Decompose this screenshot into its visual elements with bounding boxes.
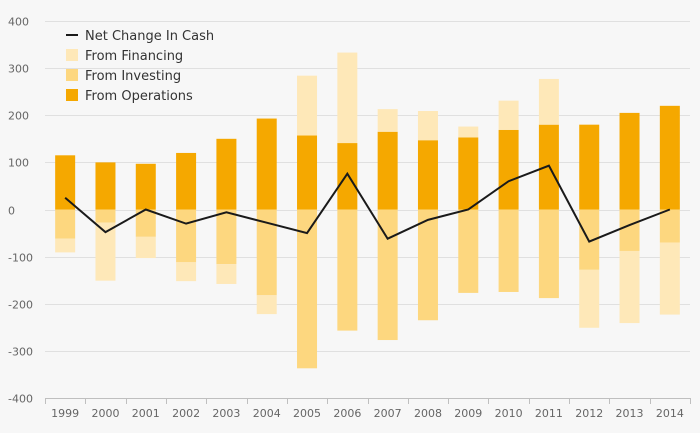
legend-swatch-from-investing (66, 69, 78, 81)
net-change-line (64, 164, 671, 243)
bar-from-operations-2000 (95, 162, 116, 210)
bar-from-financing-2008 (417, 111, 438, 141)
bar-from-operations-2001 (135, 163, 156, 210)
bar-from-financing-2002 (176, 262, 197, 282)
bar-from-financing-2000 (95, 222, 116, 281)
bar-from-operations-2007 (377, 131, 398, 210)
x-tick-label-2010: 2010 (495, 407, 523, 420)
bar-from-operations-1999 (55, 155, 76, 210)
x-tick-label-2014: 2014 (656, 407, 684, 420)
bar-from-operations-2012 (579, 124, 600, 210)
x-tick-label-2013: 2013 (616, 407, 644, 420)
y-tick-label: 200 (8, 110, 29, 123)
bar-from-investing-2007 (377, 209, 398, 341)
x-tick-label-1999: 1999 (51, 407, 79, 420)
bar-from-financing-2001 (135, 236, 156, 259)
y-tick-label: -100 (8, 252, 33, 265)
x-tick-label-2006: 2006 (333, 407, 361, 420)
net-change-line-layer (64, 164, 671, 243)
x-tick-label-2007: 2007 (374, 407, 402, 420)
bar-from-operations-2005 (297, 135, 318, 210)
bar-from-investing-2000 (95, 209, 116, 223)
bar-from-financing-2006 (337, 52, 358, 144)
bar-from-investing-2011 (538, 209, 559, 299)
x-tick-label-2009: 2009 (454, 407, 482, 420)
bar-from-investing-2005 (297, 209, 318, 369)
y-tick-label: -300 (8, 346, 33, 359)
y-tick-label: 300 (8, 63, 29, 76)
bar-from-investing-2004 (256, 209, 277, 296)
bar-from-investing-2014 (659, 209, 680, 243)
bar-from-financing-2014 (659, 242, 680, 315)
axes: -400 -300 -200 -100 0 100 200 300 400 1999 2000 200… (8, 16, 691, 420)
x-tick-label-2000: 2000 (91, 407, 119, 420)
legend-swatch-from-operations (66, 89, 78, 101)
bar-from-financing-1999 (55, 238, 76, 253)
y-tick-label: 400 (8, 16, 29, 29)
bar-from-investing-2002 (176, 209, 197, 263)
bar-from-operations-2002 (176, 152, 197, 210)
x-tick-label-2003: 2003 (212, 407, 240, 420)
x-tick-label-2011: 2011 (535, 407, 563, 420)
bar-from-financing-2007 (377, 109, 398, 132)
x-tick-label-2008: 2008 (414, 407, 442, 420)
x-tick-label-2005: 2005 (293, 407, 321, 420)
bar-from-investing-2003 (216, 209, 237, 265)
legend-label: From Investing (85, 69, 181, 84)
bar-from-financing-2003 (216, 264, 237, 284)
y-tick-label: -400 (8, 393, 33, 406)
legend: Net Change In Cash From Financing From Inv… (66, 29, 214, 104)
y-tick-label: 0 (8, 205, 15, 218)
bar-from-financing-2004 (256, 295, 277, 315)
bar-from-investing-2009 (458, 209, 479, 293)
bar-from-operations-2010 (498, 129, 519, 210)
legend-label: From Financing (85, 49, 183, 64)
bar-from-operations-2009 (458, 137, 479, 210)
bar-from-operations-2004 (256, 118, 277, 210)
legend-label: Net Change In Cash (85, 29, 214, 44)
x-tick-label-2002: 2002 (172, 407, 200, 420)
x-tick-label-2004: 2004 (253, 407, 281, 420)
legend-label: From Operations (85, 89, 193, 104)
x-tick-label-2012: 2012 (575, 407, 603, 420)
bar-from-investing-1999 (55, 209, 76, 239)
bar-from-operations-2003 (216, 138, 237, 210)
y-tick-label: 100 (8, 157, 29, 170)
bar-from-operations-2006 (337, 143, 358, 210)
bar-from-operations-2014 (659, 105, 680, 210)
x-tick-label-2001: 2001 (132, 407, 160, 420)
bar-from-investing-2008 (417, 209, 438, 321)
bar-from-investing-2010 (498, 209, 519, 292)
bar-from-investing-2006 (337, 209, 358, 331)
bar-from-financing-2009 (458, 126, 479, 138)
bar-from-financing-2005 (297, 75, 318, 136)
legend-swatch-from-financing (66, 49, 78, 61)
bar-from-operations-2013 (619, 112, 640, 210)
bar-from-financing-2013 (619, 250, 640, 324)
bar-from-investing-2013 (619, 209, 640, 251)
bar-from-financing-2012 (579, 269, 600, 328)
bar-from-operations-2008 (417, 140, 438, 210)
bar-from-financing-2010 (498, 100, 519, 130)
bar-from-investing-2001 (135, 209, 156, 237)
bar-from-financing-2011 (538, 78, 559, 125)
y-tick-label: -200 (8, 299, 33, 312)
